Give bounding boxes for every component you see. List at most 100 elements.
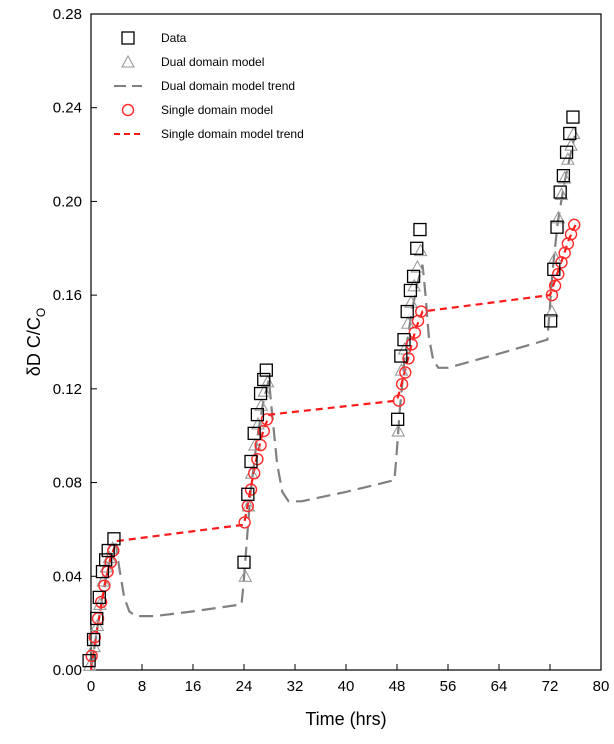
y-tick-label: 0.24 [53, 100, 82, 117]
point-single-domain-model [405, 338, 418, 351]
y-tick-label: 0.00 [53, 662, 82, 679]
y-tick-label: 0.16 [53, 287, 82, 304]
point-data [553, 185, 567, 199]
point-single-domain-model [392, 394, 406, 407]
point-data [403, 283, 418, 298]
x-tick-label: 64 [491, 678, 508, 695]
point-single-domain-model [395, 377, 409, 391]
legend-swatch [121, 31, 135, 45]
x-tick-label: 48 [389, 678, 406, 695]
y-tick-label: 0.20 [53, 193, 82, 210]
point-data [90, 611, 104, 626]
point-data [82, 653, 96, 668]
point-data [244, 454, 258, 469]
point-dual-domain-model [404, 295, 418, 308]
x-tick-label: 32 [287, 678, 304, 695]
y-axis-title: δD C/CO [24, 308, 48, 376]
point-data [237, 555, 251, 569]
point-single-domain-model [244, 483, 258, 496]
x-tick-label: 8 [138, 678, 146, 695]
point-single-domain-model [94, 595, 108, 609]
point-data [413, 222, 427, 237]
y-axis: 0.00 0.04 0.08 0.12 0.16 0.20 0.24 0.28 [53, 6, 97, 679]
point-single-domain-model [568, 218, 581, 232]
series-data [82, 110, 580, 668]
point-dual-domain-model [554, 187, 569, 200]
point-data [250, 407, 265, 422]
point-data [410, 241, 424, 255]
point-data [394, 349, 408, 363]
legend-item-dual-domain-model-trend: Dual domain model trend [114, 79, 295, 93]
x-tick-label: 40 [338, 678, 355, 695]
legend-item-data: Data [121, 31, 187, 45]
point-dual-domain-model [254, 398, 269, 411]
point-dual-domain-model [82, 658, 97, 671]
point-dual-domain-model [400, 316, 415, 329]
point-data [543, 314, 558, 328]
y-tick-label: 0.08 [53, 475, 82, 492]
legend-label: Single domain model [161, 103, 273, 117]
point-dual-domain-model [407, 278, 422, 292]
point-dual-domain-model [394, 362, 409, 376]
trend-line-single-domain-model-trend [89, 224, 577, 671]
x-tick-label: 80 [593, 678, 610, 695]
series-single-domain-model-trend [89, 224, 577, 671]
x-tick-label: 24 [236, 678, 253, 695]
legend-label: Data [161, 31, 187, 45]
point-dual-domain-model [566, 126, 581, 140]
point-dual-domain-model [410, 259, 425, 273]
point-dual-domain-model [413, 243, 428, 257]
legend-label: Dual domain model trend [161, 79, 295, 93]
point-data [241, 487, 255, 501]
point-dual-domain-model [551, 210, 566, 224]
point-dual-domain-model [391, 423, 406, 437]
y-tick-label: 0.12 [53, 381, 82, 398]
point-dual-domain-model [105, 541, 120, 554]
point-single-domain-model [260, 413, 274, 426]
point-data [397, 333, 411, 347]
point-data [259, 363, 273, 377]
point-data [566, 110, 580, 124]
legend-item-dual-domain-model: Dual domain model [121, 54, 264, 69]
point-single-domain-model [399, 366, 412, 379]
point-single-domain-model [88, 631, 102, 644]
point-data [556, 169, 571, 183]
series-dual-domain-model [82, 126, 581, 671]
point-dual-domain-model [247, 437, 262, 451]
point-data [563, 126, 577, 141]
point-dual-domain-model [564, 138, 578, 151]
point-dual-domain-model [257, 384, 272, 397]
legend-item-single-domain-model: Single domain model [121, 103, 273, 117]
series-single-domain-model [85, 218, 581, 663]
x-tick-label: 72 [542, 678, 559, 695]
y-axis-title-main: δD C/C [24, 317, 44, 376]
y-tick-label: 0.04 [53, 568, 82, 585]
point-data [86, 632, 101, 647]
x-axis-title: Time (hrs) [305, 709, 386, 729]
point-data [400, 304, 414, 319]
y-tick-label: 0.28 [53, 6, 82, 23]
legend-swatch [121, 54, 135, 68]
x-axis: 0 8 16 24 32 40 48 56 64 72 80 [87, 664, 610, 695]
point-single-domain-model [548, 279, 562, 292]
point-data [547, 262, 561, 277]
point-data [390, 412, 405, 426]
point-single-domain-model [408, 326, 422, 339]
legend-item-single-domain-model-trend: Single domain model trend [114, 127, 304, 141]
point-data [257, 372, 271, 387]
legend-label: Single domain model trend [161, 127, 304, 141]
y-axis-title-subscript: O [34, 308, 48, 317]
legend-swatch [121, 103, 135, 117]
point-single-domain-model [552, 267, 565, 281]
point-data [559, 145, 574, 159]
point-data [99, 553, 113, 567]
point-data [253, 386, 268, 401]
point-single-domain-model [238, 516, 251, 529]
point-dual-domain-model [260, 374, 275, 388]
legend: Data Dual domain model Dual domain model t… [114, 31, 304, 141]
point-data [406, 269, 421, 284]
point-single-domain-model [257, 424, 270, 438]
point-data [247, 426, 261, 441]
series-layer [82, 110, 581, 671]
